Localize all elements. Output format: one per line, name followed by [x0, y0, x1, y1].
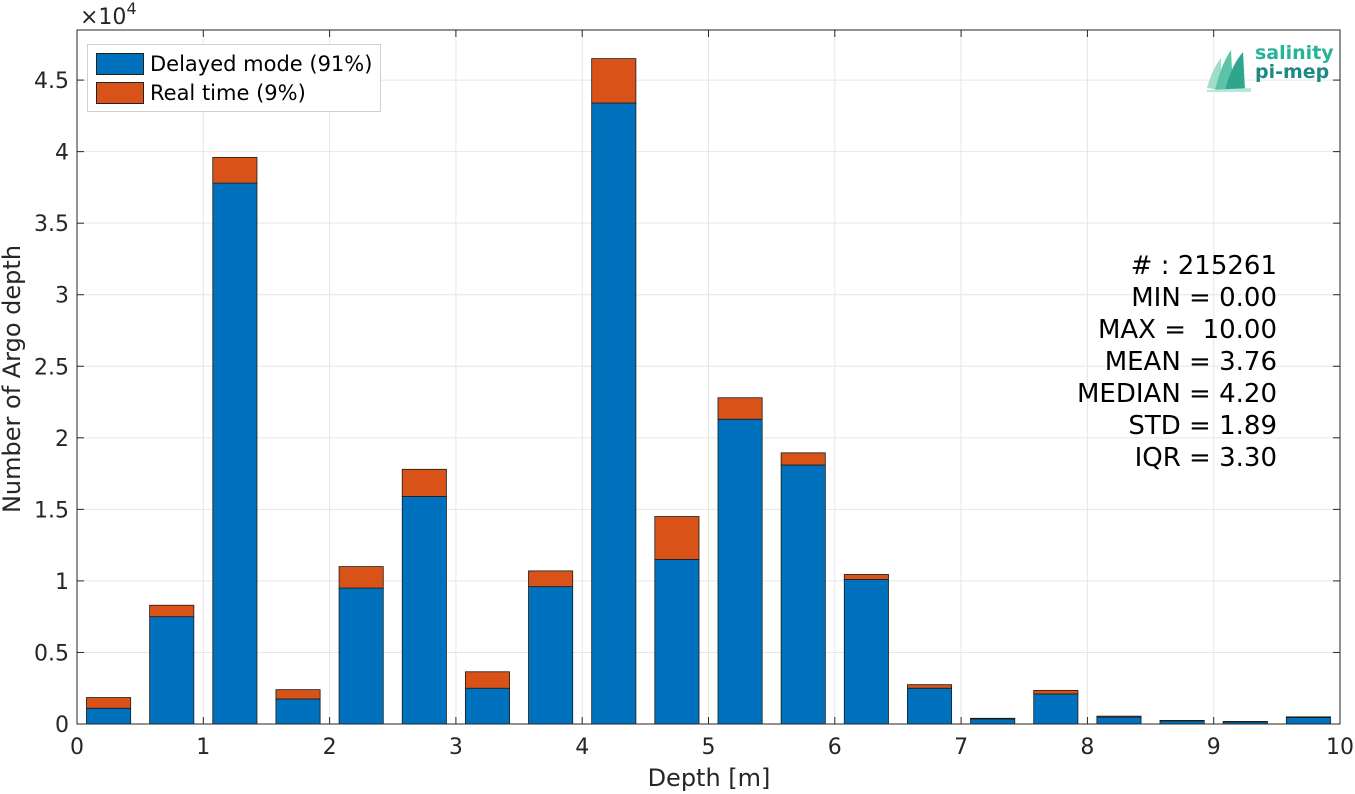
bar-real-time: [212, 156, 258, 184]
bar-real-time: [780, 452, 826, 466]
bar-delayed-mode: [528, 586, 574, 725]
bar-delayed-mode: [654, 559, 700, 725]
legend-label-delayed: Delayed mode (91%): [150, 51, 373, 76]
wave-logo-icon: [1207, 50, 1251, 92]
bar-real-time: [654, 516, 700, 560]
legend-label-realtime: Real time (9%): [150, 80, 306, 105]
logo-line2: pi-mep: [1255, 61, 1330, 83]
y-tick-label: 4: [55, 141, 69, 166]
x-tick-label: 7: [954, 735, 968, 760]
bar-delayed-mode: [907, 687, 953, 725]
legend-entry-realtime: Real time (9%): [96, 78, 372, 107]
x-tick-label: 2: [323, 735, 337, 760]
x-tick-label: 1: [196, 735, 210, 760]
y-tick-label: 2.5: [34, 355, 69, 380]
bar-delayed-mode: [591, 102, 637, 725]
bar-delayed-mode: [149, 616, 195, 725]
bar-real-time: [275, 689, 321, 700]
stat-max: MAX = 10.00: [1097, 315, 1277, 345]
x-tick-label: 3: [449, 735, 463, 760]
x-tick-labels: 0 1 2 3 4 5 6 7 8 9 10: [70, 735, 1354, 760]
y-tick-label: 0: [55, 713, 69, 738]
bar-delayed-mode: [717, 418, 763, 725]
bar-real-time: [717, 397, 763, 420]
bar-series: [86, 58, 1331, 725]
y-exponent-label: ×104: [80, 0, 137, 30]
x-tick-label: 10: [1326, 735, 1354, 760]
logo-text: salinity pi-mep: [1255, 44, 1334, 82]
tick-marks: [76, 30, 1341, 725]
stat-std: STD = 1.89: [1128, 411, 1277, 441]
bar-real-time: [401, 468, 447, 497]
bar-delayed-mode: [86, 707, 132, 725]
bar-real-time: [464, 671, 510, 689]
statistics-box: # : 215261 MIN = 0.00 MAX = 10.00 MEAN =…: [1077, 250, 1277, 474]
x-tick-label: 0: [70, 735, 84, 760]
x-tick-label: 8: [1080, 735, 1094, 760]
bar-real-time: [86, 697, 132, 709]
salinity-pimep-logo: salinity pi-mep: [1205, 44, 1335, 94]
bar-delayed-mode: [1096, 716, 1142, 725]
logo-line1: salinity: [1255, 42, 1334, 64]
bar-real-time: [907, 684, 953, 689]
bar-delayed-mode: [275, 698, 321, 725]
bar-real-time: [1285, 716, 1331, 718]
stat-median: MEDIAN = 4.20: [1077, 379, 1277, 409]
bar-real-time: [1033, 689, 1079, 695]
bar-real-time: [528, 570, 574, 588]
bar-real-time: [843, 574, 889, 580]
legend-swatch-delayed: [96, 52, 144, 75]
bar-delayed-mode: [212, 182, 258, 725]
bar-delayed-mode: [1285, 717, 1331, 725]
stat-min: MIN = 0.00: [1131, 283, 1277, 313]
y-tick-label: 4.5: [34, 69, 69, 94]
y-tick-label: 2: [55, 427, 69, 452]
bar-real-time: [149, 604, 195, 618]
stat-mean: MEAN = 3.76: [1104, 347, 1277, 377]
y-tick-label: 0.5: [34, 641, 69, 666]
y-tick-label: 1.5: [34, 498, 69, 523]
bar-delayed-mode: [843, 579, 889, 725]
x-tick-label: 9: [1207, 735, 1221, 760]
bar-delayed-mode: [401, 496, 447, 725]
stat-count: # : 215261: [1130, 251, 1277, 281]
x-axis-label: Depth [m]: [648, 764, 771, 792]
bar-real-time: [591, 58, 637, 104]
bar-delayed-mode: [970, 718, 1016, 725]
bar-delayed-mode: [464, 687, 510, 725]
x-tick-label: 5: [702, 735, 716, 760]
legend-swatch-realtime: [96, 81, 144, 104]
bar-delayed-mode: [780, 464, 826, 725]
x-tick-label: 4: [575, 735, 589, 760]
stat-iqr: IQR = 3.30: [1134, 443, 1277, 473]
x-tick-label: 6: [828, 735, 842, 760]
y-axis-label: Number of Argo depth: [0, 245, 26, 513]
bar-delayed-mode: [1033, 693, 1079, 725]
y-tick-label: 3.5: [34, 212, 69, 237]
y-tick-label: 1: [55, 570, 69, 595]
legend: Delayed mode (91%) Real time (9%): [87, 44, 382, 112]
bar-real-time: [1096, 715, 1142, 718]
bar-delayed-mode: [338, 587, 384, 725]
y-tick-labels: 0 0.5 1 1.5 2 2.5 3 3.5 4 4.5: [34, 69, 69, 738]
bar-real-time: [338, 566, 384, 589]
bar-real-time: [970, 717, 1016, 720]
legend-entry-delayed: Delayed mode (91%): [96, 49, 372, 78]
y-tick-label: 3: [55, 284, 69, 309]
